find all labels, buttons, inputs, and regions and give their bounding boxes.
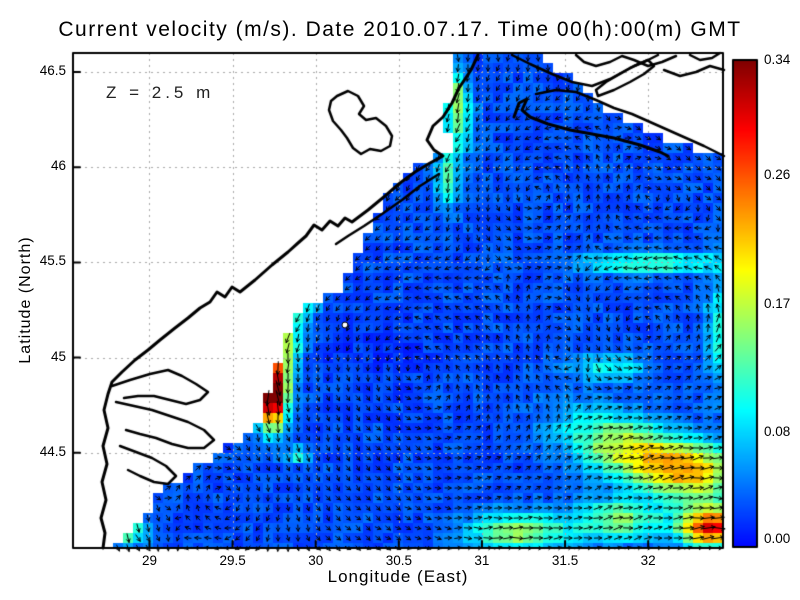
x-tick-label: 31.5 — [551, 553, 579, 568]
depth-annotation: Z = 2.5 m — [106, 83, 215, 102]
y-tick-label: 45.5 — [39, 253, 66, 269]
x-tick-label: 31 — [474, 553, 490, 568]
colorbar-tick-label: 0.00 — [764, 531, 791, 546]
x-tick-label: 30 — [308, 553, 324, 568]
x-tick-label: 29.5 — [219, 553, 246, 568]
colorbar-tick-label: 0.08 — [764, 424, 791, 440]
colorbar-tick-label: 0.17 — [764, 295, 791, 311]
colorbar-tick-label: 0.26 — [764, 166, 791, 182]
x-axis-label: Longitude (East) — [327, 567, 469, 586]
y-tick-label: 44.5 — [39, 443, 66, 459]
y-tick-label: 45 — [50, 348, 66, 364]
x-tick-label: 32 — [640, 553, 656, 568]
colorbar-tick-label: 0.34 — [764, 52, 791, 67]
y-tick-label: 46.5 — [39, 63, 66, 79]
x-tick-label: 29 — [141, 553, 157, 568]
chart-title: Current velocity (m/s). Date 2010.07.17.… — [58, 18, 742, 41]
x-tick-label: 30.5 — [385, 553, 412, 568]
y-tick-label: 46 — [50, 158, 66, 174]
